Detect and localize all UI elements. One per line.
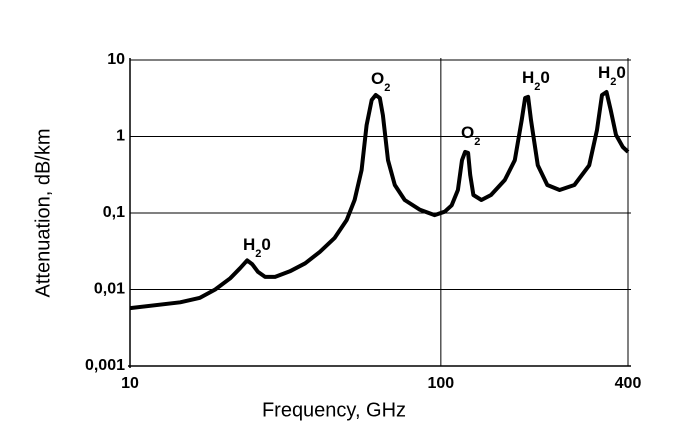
y-tick-label: 0,1 [103, 204, 125, 221]
annotation-part: 2 [255, 248, 261, 260]
data-line [130, 90, 630, 311]
y-tick-label: 10 [107, 51, 125, 68]
annotation-part: 0 [261, 235, 270, 254]
annotation-part: O [461, 123, 474, 142]
y-axis-label: Attenuation, dB/km [32, 129, 54, 298]
y-tick-label: 0,01 [94, 281, 125, 298]
y-tick-label: 0,001 [85, 357, 125, 374]
annotation-part: 2 [534, 81, 540, 93]
annotation-part: 0 [616, 63, 625, 82]
annotation-part: H [598, 63, 610, 82]
annotation-part: O [371, 69, 384, 88]
x-axis-label: Frequency, GHz [262, 399, 406, 421]
y-tick-label: 1 [116, 128, 125, 145]
annotation-part: H [243, 235, 255, 254]
x-tick-label: 100 [427, 375, 454, 392]
annotation: O2 [371, 69, 390, 93]
annotation-part: 2 [474, 136, 480, 148]
annotation-part: 0 [540, 68, 549, 87]
annotation-part: H [522, 68, 534, 87]
annotation: O2 [461, 123, 480, 147]
x-tick-label: 10 [121, 375, 139, 392]
annotation: H20 [522, 68, 550, 92]
annotation-part: 2 [384, 82, 390, 94]
annotation: H20 [243, 235, 271, 259]
annotation-part: 2 [610, 76, 616, 88]
x-tick-label: 400 [615, 375, 642, 392]
annotation: H20 [598, 63, 626, 87]
